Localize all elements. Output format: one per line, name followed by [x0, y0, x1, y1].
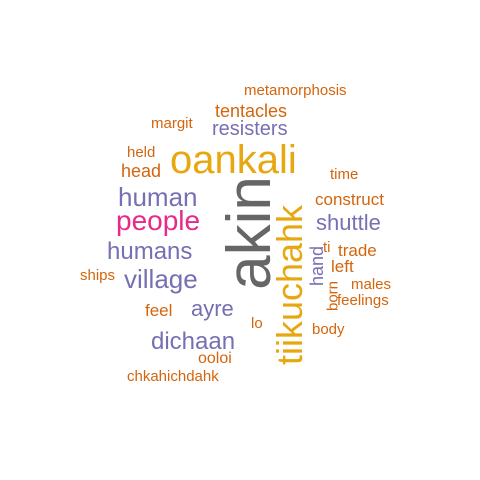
word-resisters: resisters [212, 118, 288, 140]
word-human: human [118, 182, 198, 212]
word-tiikuchahk: tiikuchahk [269, 204, 310, 366]
word-held: held [127, 144, 156, 161]
word-left: left [331, 257, 354, 276]
word-trade: trade [338, 241, 377, 260]
word-dichaan: dichaan [151, 328, 236, 355]
word-metamorphosis: metamorphosis [244, 82, 347, 99]
word-construct: construct [315, 190, 384, 209]
word-tentacles: tentacles [215, 101, 288, 121]
word-born: born [324, 280, 342, 312]
word-feel: feel [145, 301, 173, 320]
word-males: males [351, 276, 392, 293]
word-body: body [312, 321, 345, 338]
word-ships: ships [80, 267, 116, 284]
word-village: village [124, 264, 198, 294]
word-humans: humans [107, 238, 193, 265]
word-lo: lo [251, 315, 263, 332]
word-ooloi: ooloi [198, 350, 232, 367]
word-time: time [330, 166, 359, 183]
word-oankali: oankali [170, 138, 297, 182]
word-feelings: feelings [337, 292, 389, 309]
word-ayre: ayre [191, 296, 234, 321]
word-people: people [116, 205, 201, 236]
word-head: head [121, 161, 162, 181]
word-shuttle: shuttle [316, 210, 381, 235]
word-ti: ti [323, 239, 331, 256]
word-chkahichdahk: chkahichdahk [127, 368, 219, 385]
word-hand: hand [307, 245, 327, 287]
word-margit: margit [151, 115, 193, 132]
